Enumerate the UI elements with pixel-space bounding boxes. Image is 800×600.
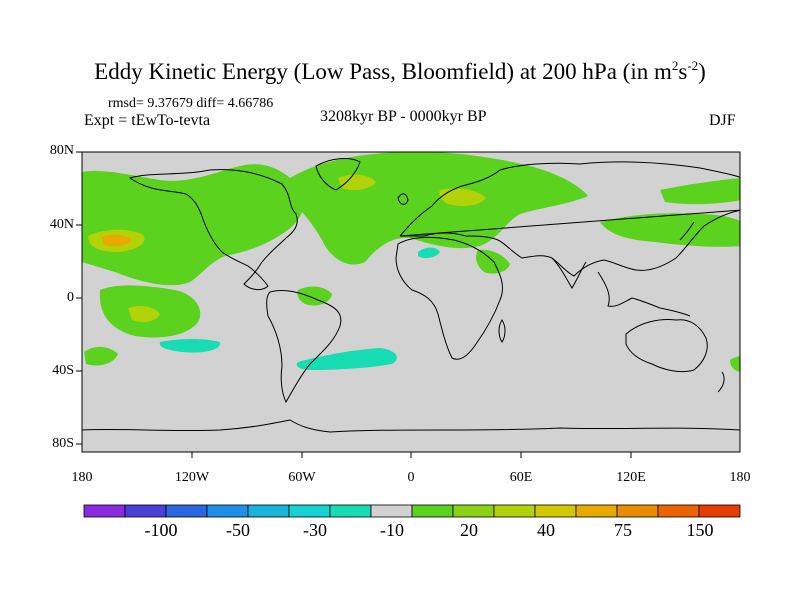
- lat-label-80n: 80N: [49, 143, 74, 158]
- region-north-pacific-max: [102, 234, 132, 247]
- region-south-atlantic-negative: [296, 348, 397, 370]
- colorbar-swatch-6: [329, 504, 372, 518]
- colorbar-swatch-13: [616, 504, 659, 518]
- colorbar-swatch-1: [124, 504, 167, 518]
- colorbar-label-6: 75: [614, 520, 632, 540]
- colorbar-swatch-15: [698, 504, 741, 518]
- colorbar-swatch-4: [247, 504, 290, 518]
- coast-southeast-asia: [597, 271, 691, 317]
- colorbar: [83, 504, 741, 518]
- colorbar-swatch-5: [288, 504, 331, 518]
- coast-antarctica: [82, 419, 740, 433]
- lon-label-180e: 180: [729, 470, 751, 485]
- title-superscript-1: 2: [671, 58, 679, 73]
- contour-fills: [82, 152, 740, 372]
- colorbar-swatch-3: [206, 504, 249, 518]
- coast-japan: [679, 221, 695, 241]
- colorbar-swatch-8: [411, 504, 454, 518]
- region-arctic-east: [660, 178, 740, 205]
- coast-greenland: [315, 158, 361, 191]
- region-europe-yellow: [439, 188, 486, 206]
- region-south-pacific-negative: [159, 339, 221, 353]
- colorbar-swatch-7: [370, 504, 413, 518]
- title-superscript-2: -2: [687, 58, 699, 73]
- colorbar-label-2: -30: [303, 520, 327, 540]
- colorbar-swatch-12: [575, 504, 618, 518]
- colorbar-label-7: 150: [686, 520, 714, 540]
- coast-south-america: [266, 289, 342, 404]
- colorbar-swatch-11: [534, 504, 577, 518]
- lat-label-0: 0: [67, 290, 74, 305]
- title-unit-s: s: [678, 59, 688, 84]
- lat-label-80s: 80S: [52, 436, 74, 451]
- period-label: 3208kyr BP - 0000kyr BP: [320, 108, 487, 125]
- title-text: Eddy Kinetic Energy (Low Pass, Bloomfiel…: [94, 59, 672, 84]
- coast-africa: [395, 236, 503, 360]
- coastlines: [82, 158, 740, 433]
- coast-australia: [625, 319, 708, 373]
- axis-ticks: [76, 151, 632, 458]
- colorbar-swatch-9: [452, 504, 495, 518]
- region-tropical-pacific-yellow: [128, 306, 160, 322]
- lon-label-60e: 60E: [509, 470, 533, 485]
- colorbar-label-0: -100: [144, 520, 178, 540]
- region-western-pacific: [600, 213, 740, 247]
- colorbar-swatch-14: [657, 504, 700, 518]
- lon-label-120e: 120E: [616, 470, 646, 485]
- region-south-pacific: [84, 346, 118, 366]
- region-north-pacific: [82, 164, 305, 286]
- season-label: DJF: [709, 112, 736, 129]
- coast-uk: [397, 193, 409, 205]
- colorbar-label-5: 40: [537, 520, 555, 540]
- lon-label-180w: 180: [71, 470, 93, 485]
- coast-madagascar: [498, 319, 506, 343]
- colorbar-swatch-10: [493, 504, 536, 518]
- chart-title: Eddy Kinetic Energy (Low Pass, Bloomfiel…: [0, 58, 800, 85]
- coast-eurasia: [399, 161, 740, 277]
- region-sahara-negative: [418, 247, 440, 259]
- lat-label-40n: 40N: [49, 217, 74, 232]
- experiment-label: Expt = tEwTo-tevta: [84, 112, 211, 129]
- stats-label: rmsd= 9.37679 diff= 4.66786: [108, 96, 274, 111]
- coast-india: [551, 257, 587, 289]
- coast-north-america: [128, 169, 298, 291]
- colorbar-label-4: 20: [460, 520, 478, 540]
- coast-new-zealand: [717, 371, 725, 393]
- lon-label-120w: 120W: [174, 470, 210, 485]
- region-atlantic-yellow: [338, 174, 376, 190]
- lon-label-60w: 60W: [288, 470, 316, 485]
- colorbar-swatch-2: [165, 504, 208, 518]
- colorbar-swatch-0: [83, 504, 126, 518]
- lon-label-0: 0: [407, 470, 415, 485]
- region-south-indian: [730, 356, 740, 372]
- lat-label-40s: 40S: [52, 363, 74, 378]
- colorbar-label-3: -10: [380, 520, 404, 540]
- region-tropical-atlantic: [297, 286, 332, 306]
- title-close-paren: ): [698, 59, 706, 84]
- colorbar-label-1: -50: [226, 520, 250, 540]
